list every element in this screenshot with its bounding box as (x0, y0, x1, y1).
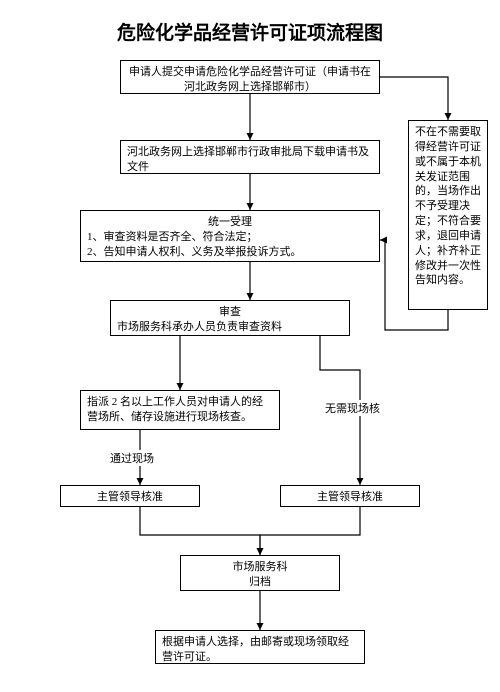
node-nR: 不在不需要取得经营许可证或不属于本机关发证范围的，当场作出不予受理决定；不符合要… (408, 120, 488, 310)
edge-label-e_pass: 通过现场 (110, 450, 154, 466)
node-n1: 申请人提交申请危险化学品经营许可证（申请书在河北政务网上选择邯郸市） (120, 60, 380, 94)
edge-label-e_no: 无需现场核 (325, 400, 380, 416)
node-n4: 审查市场服务科承办人员负责审查资料 (110, 300, 350, 336)
node-n3: 统一受理1、审查资料是否齐全、符合法定； 2、告知申请人权利、义务及举报投诉方式… (80, 210, 380, 262)
node-n7: 主管领导核准 (280, 485, 420, 507)
edge-6 (140, 507, 260, 555)
node-n5: 指派 2 名以上工作人员对申请人的经营场所、储存设施进行现场核查。 (80, 390, 280, 430)
flowchart-canvas: 危险化学品经营许可证项流程图 申请人提交申请危险化学品经营许可证（申请书在河北政… (0, 0, 500, 692)
edge-7 (260, 507, 360, 555)
node-n6: 主管领导核准 (60, 485, 200, 507)
chart-title: 危险化学品经营许可证项流程图 (0, 18, 500, 45)
node-n2: 河北政务网上选择邯郸市行政审批局下载申请书及文件 (120, 140, 380, 174)
edge-9 (380, 77, 448, 120)
node-n8: 市场服务科 归档 (180, 555, 340, 591)
node-n9: 根据申请人选择，由邮寄或现场领取经营许可证。 (155, 630, 365, 664)
